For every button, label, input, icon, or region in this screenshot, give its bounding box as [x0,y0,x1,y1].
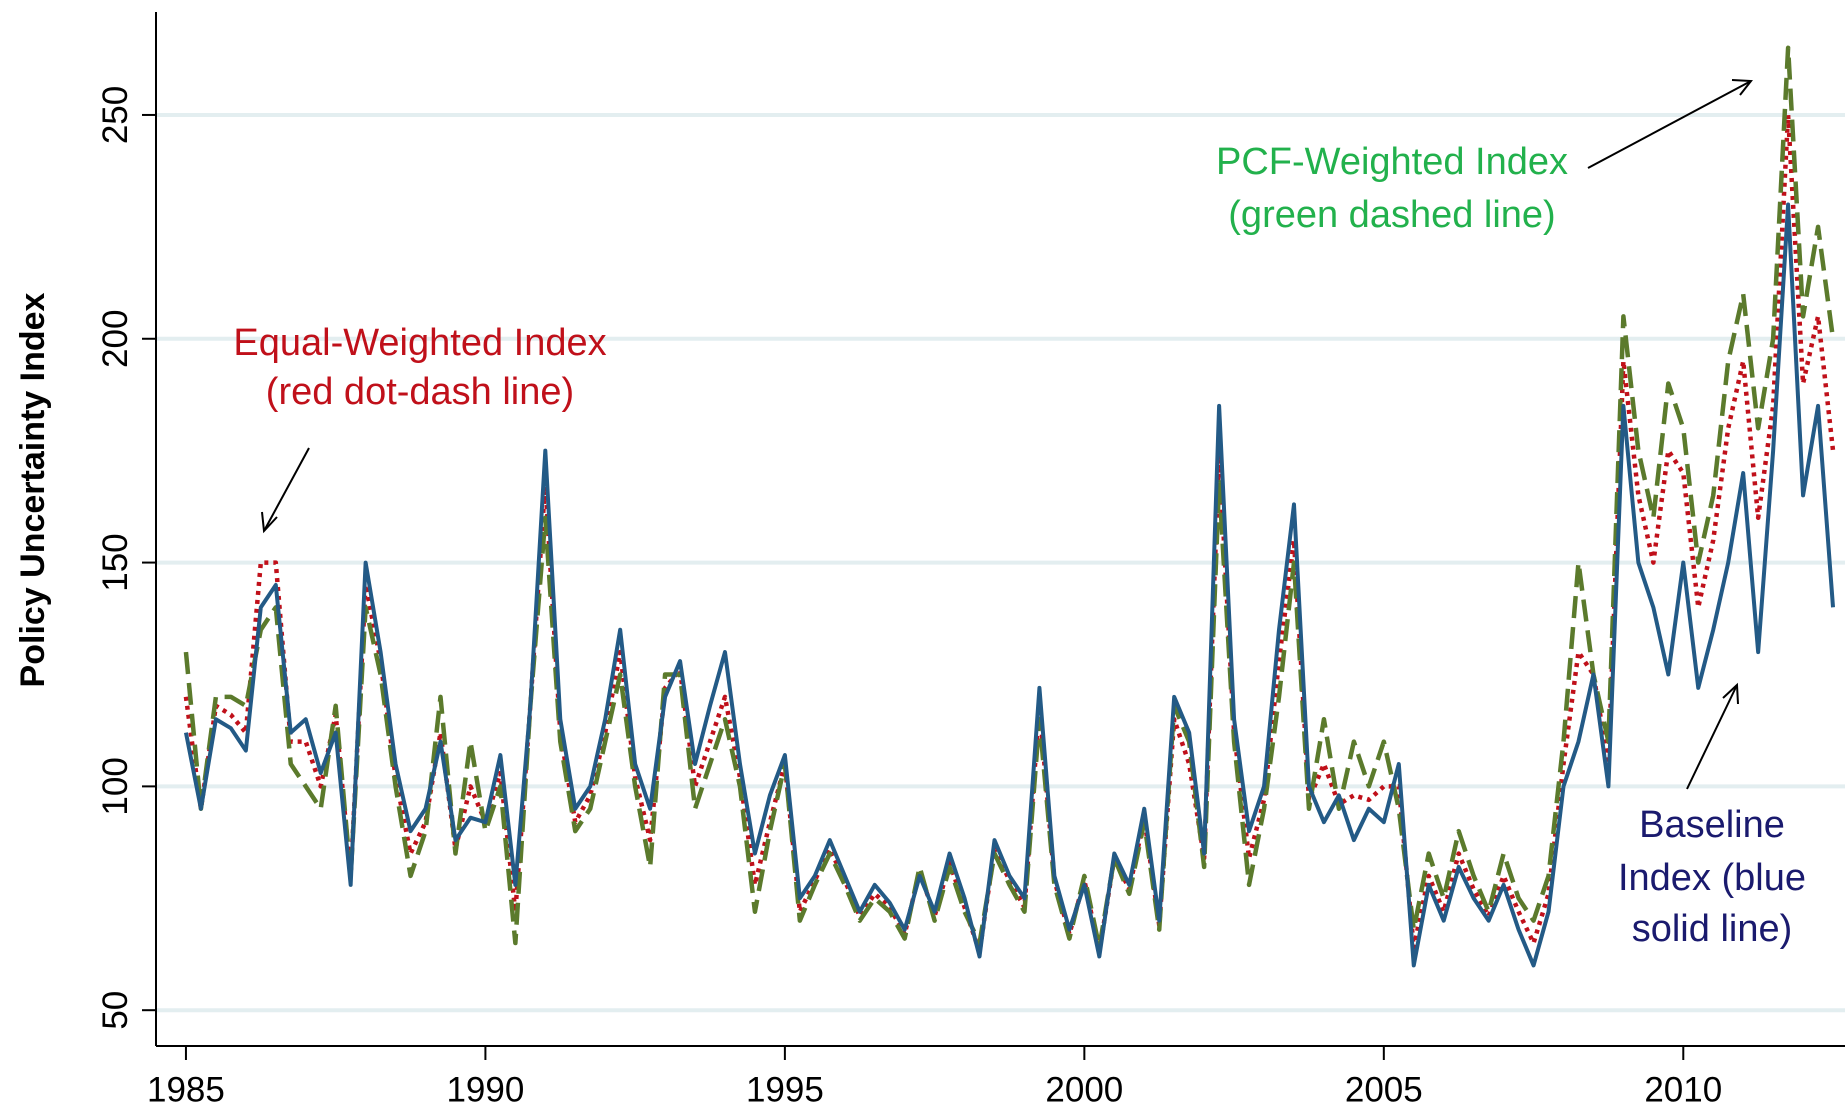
x-tick-label: 1985 [147,1070,225,1109]
x-tick-label: 2010 [1644,1070,1722,1109]
x-tick-label: 2005 [1345,1070,1423,1109]
arrow [263,447,310,532]
plot-lines [183,45,1836,968]
series-line [183,202,1836,968]
y-axis-label: Policy Uncertainty Index [14,292,52,687]
arrow [1686,684,1738,790]
x-tick-label: 1990 [446,1070,524,1109]
arrow [1587,80,1752,169]
annotation: Equal-Weighted Index [233,322,606,364]
annotation: Baseline [1639,804,1785,846]
annotation: (red dot-dash line) [266,371,574,413]
x-tick-label: 2000 [1045,1070,1123,1109]
y-tick-label: 150 [96,533,135,591]
annotation: Index (blue [1618,857,1806,899]
annotations: Equal-Weighted Index (red dot-dash line) P… [233,79,1806,950]
y-tick-label: 250 [96,86,135,144]
y-tick-label: 50 [96,991,135,1030]
y-tick-label: 200 [96,310,135,368]
y-tick-label: 100 [96,757,135,815]
series-line [183,45,1836,950]
series-line [183,112,1836,955]
annotation: solid line) [1632,908,1793,950]
annotation: (green dashed line) [1228,194,1555,236]
axes: 50 100 150 200 250 1985 1990 1995 2000 2005 2010 [96,12,1845,1109]
annotation: PCF-Weighted Index [1216,141,1568,183]
x-tick-label: 1995 [746,1070,824,1109]
arrow-head [261,511,278,534]
arrow-head [1722,682,1739,705]
arrow-head [1731,79,1753,96]
